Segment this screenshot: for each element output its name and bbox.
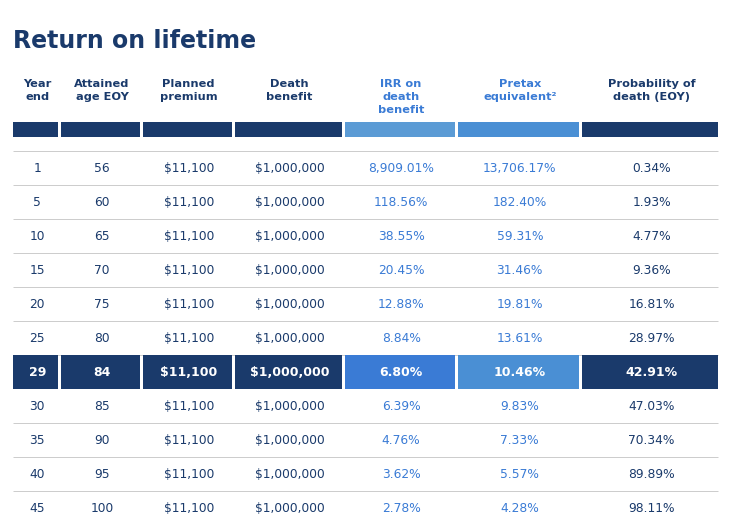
Text: 118.56%: 118.56% bbox=[374, 196, 429, 208]
Text: 2.78%: 2.78% bbox=[382, 501, 420, 514]
Text: $1,000,000: $1,000,000 bbox=[255, 162, 325, 175]
Text: $11,100: $11,100 bbox=[164, 196, 214, 208]
Text: $1,000,000: $1,000,000 bbox=[255, 468, 325, 480]
Text: 100: 100 bbox=[91, 501, 114, 514]
Text: 70.34%: 70.34% bbox=[629, 434, 675, 447]
Text: Attained
age EOY: Attained age EOY bbox=[74, 79, 130, 102]
Text: 4.77%: 4.77% bbox=[632, 229, 671, 243]
Text: 19.81%: 19.81% bbox=[496, 298, 543, 311]
Text: 38.55%: 38.55% bbox=[378, 229, 425, 243]
Text: Death
benefit: Death benefit bbox=[266, 79, 313, 102]
Text: 10: 10 bbox=[29, 229, 45, 243]
Text: 42.91%: 42.91% bbox=[626, 365, 677, 379]
Text: $1,000,000: $1,000,000 bbox=[255, 434, 325, 447]
Text: $11,100: $11,100 bbox=[164, 468, 214, 480]
Text: 70: 70 bbox=[94, 264, 110, 277]
Text: 6.80%: 6.80% bbox=[380, 365, 423, 379]
Bar bbox=[582, 122, 718, 136]
Text: 84: 84 bbox=[93, 365, 111, 379]
Text: 4.76%: 4.76% bbox=[382, 434, 420, 447]
Bar bbox=[13, 355, 58, 389]
Text: 60: 60 bbox=[94, 196, 110, 208]
Text: IRR on
death
benefit: IRR on death benefit bbox=[378, 79, 424, 115]
Text: 9.83%: 9.83% bbox=[500, 400, 539, 413]
Text: 85: 85 bbox=[94, 400, 110, 413]
Text: 16.81%: 16.81% bbox=[629, 298, 675, 311]
Text: Year
end: Year end bbox=[23, 79, 51, 102]
Text: Return on lifetime: Return on lifetime bbox=[13, 29, 256, 53]
Bar bbox=[143, 122, 232, 136]
Text: $11,100: $11,100 bbox=[164, 332, 214, 344]
Text: 89.89%: 89.89% bbox=[629, 468, 675, 480]
Text: 47.03%: 47.03% bbox=[629, 400, 675, 413]
Text: 95: 95 bbox=[94, 468, 110, 480]
Text: $1,000,000: $1,000,000 bbox=[255, 229, 325, 243]
Text: $11,100: $11,100 bbox=[164, 229, 214, 243]
Bar bbox=[61, 355, 140, 389]
Bar bbox=[345, 355, 455, 389]
Text: 12.88%: 12.88% bbox=[378, 298, 424, 311]
Text: $1,000,000: $1,000,000 bbox=[250, 365, 329, 379]
Text: 40: 40 bbox=[29, 468, 45, 480]
Bar bbox=[458, 122, 579, 136]
Text: 98.11%: 98.11% bbox=[629, 501, 675, 514]
Text: 80: 80 bbox=[94, 332, 110, 344]
Text: 20.45%: 20.45% bbox=[378, 264, 424, 277]
Text: 15: 15 bbox=[29, 264, 45, 277]
Text: 90: 90 bbox=[94, 434, 110, 447]
Text: $1,000,000: $1,000,000 bbox=[255, 196, 325, 208]
Text: 9.36%: 9.36% bbox=[632, 264, 671, 277]
Text: 56: 56 bbox=[94, 162, 110, 175]
Text: Probability of
death (EOY): Probability of death (EOY) bbox=[607, 79, 695, 102]
Bar bbox=[235, 355, 342, 389]
Text: 3.62%: 3.62% bbox=[382, 468, 420, 480]
Text: 6.39%: 6.39% bbox=[382, 400, 420, 413]
Text: 5.57%: 5.57% bbox=[500, 468, 539, 480]
Text: 7.33%: 7.33% bbox=[501, 434, 539, 447]
Text: 0.34%: 0.34% bbox=[632, 162, 671, 175]
Bar bbox=[345, 122, 455, 136]
Text: $11,100: $11,100 bbox=[164, 501, 214, 514]
Text: 182.40%: 182.40% bbox=[493, 196, 547, 208]
Text: 59.31%: 59.31% bbox=[496, 229, 543, 243]
Bar bbox=[458, 355, 579, 389]
Text: 8.84%: 8.84% bbox=[382, 332, 420, 344]
Text: 45: 45 bbox=[29, 501, 45, 514]
Text: $11,100: $11,100 bbox=[164, 400, 214, 413]
Text: 31.46%: 31.46% bbox=[496, 264, 543, 277]
Text: 20: 20 bbox=[29, 298, 45, 311]
Text: 1: 1 bbox=[34, 162, 41, 175]
Bar bbox=[61, 122, 140, 136]
Text: 35: 35 bbox=[29, 434, 45, 447]
Text: $1,000,000: $1,000,000 bbox=[255, 501, 325, 514]
Text: 5: 5 bbox=[34, 196, 41, 208]
Text: $1,000,000: $1,000,000 bbox=[255, 400, 325, 413]
Text: 29: 29 bbox=[28, 365, 46, 379]
Text: $11,100: $11,100 bbox=[164, 162, 214, 175]
Text: $1,000,000: $1,000,000 bbox=[255, 264, 325, 277]
Text: 28.97%: 28.97% bbox=[629, 332, 675, 344]
Text: 1.93%: 1.93% bbox=[632, 196, 671, 208]
Text: 75: 75 bbox=[94, 298, 110, 311]
Text: 10.46%: 10.46% bbox=[493, 365, 546, 379]
Text: Planned
premium: Planned premium bbox=[160, 79, 218, 102]
Text: 30: 30 bbox=[29, 400, 45, 413]
Text: 25: 25 bbox=[29, 332, 45, 344]
Bar bbox=[13, 122, 58, 136]
Text: $11,100: $11,100 bbox=[164, 264, 214, 277]
Text: $11,100: $11,100 bbox=[164, 434, 214, 447]
Text: $11,100: $11,100 bbox=[160, 365, 218, 379]
Text: $11,100: $11,100 bbox=[164, 298, 214, 311]
Text: $1,000,000: $1,000,000 bbox=[255, 298, 325, 311]
Bar bbox=[143, 355, 232, 389]
Text: 4.28%: 4.28% bbox=[500, 501, 539, 514]
Bar bbox=[582, 355, 718, 389]
Text: 65: 65 bbox=[94, 229, 110, 243]
Text: 13.61%: 13.61% bbox=[496, 332, 543, 344]
Text: Pretax
equivalent²: Pretax equivalent² bbox=[483, 79, 556, 102]
Text: $1,000,000: $1,000,000 bbox=[255, 332, 325, 344]
Bar bbox=[235, 122, 342, 136]
Text: 8,909.01%: 8,909.01% bbox=[368, 162, 434, 175]
Text: 13,706.17%: 13,706.17% bbox=[483, 162, 556, 175]
